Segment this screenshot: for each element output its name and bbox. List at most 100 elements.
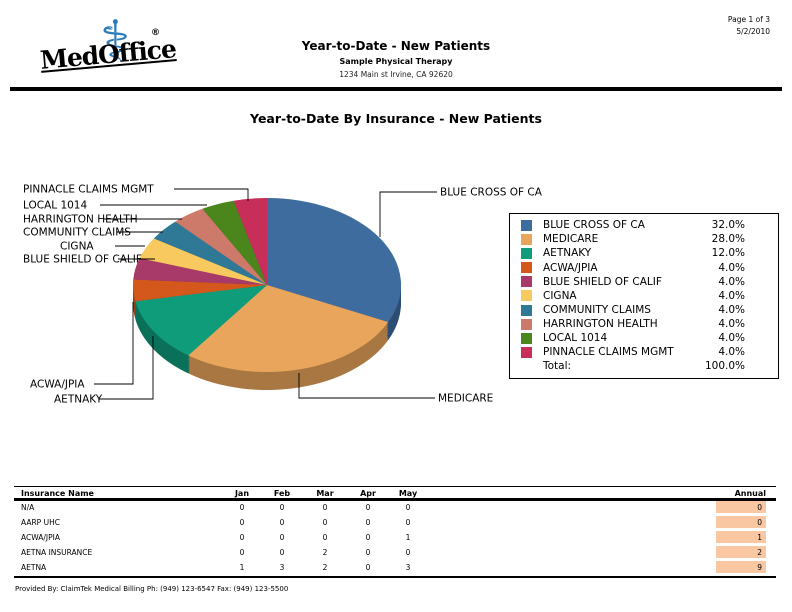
legend-swatch-icon <box>521 220 532 232</box>
legend-row: LOCAL 1014 4.0% <box>510 331 778 344</box>
legend-label: ACWA/JPIA <box>543 261 598 274</box>
col-header-annual: Annual <box>734 489 766 498</box>
cell-month-value: 0 <box>279 518 285 527</box>
cell-month-value: 0 <box>365 548 371 557</box>
pie-label: PINNACLE CLAIMS MGMT <box>23 184 154 196</box>
legend-swatch-icon <box>521 262 532 274</box>
cell-month-value: 2 <box>322 548 328 557</box>
col-header-insurance-name: Insurance Name <box>21 489 94 498</box>
report-date: 5/2/2010 <box>736 27 770 36</box>
legend-row: PINNACLE CLAIMS MGMT 4.0% <box>510 346 778 359</box>
legend-percent: 12.0% <box>711 247 745 260</box>
pie-label: ACWA/JPIA <box>30 379 85 391</box>
cell-month-value: 0 <box>365 503 371 512</box>
legend-percent: 4.0% <box>718 303 745 316</box>
cell-month-value: 0 <box>279 503 285 512</box>
cell-month-value: 0 <box>365 518 371 527</box>
legend-percent: 4.0% <box>718 289 745 302</box>
table-header-border <box>14 498 776 501</box>
table-top-border <box>14 486 776 487</box>
legend-swatch-icon <box>521 332 532 344</box>
pie-slice <box>133 258 267 285</box>
legend-percent: 32.0% <box>711 219 745 232</box>
legend-label: BLUE SHIELD OF CALIF <box>543 275 662 288</box>
page-number: Page 1 of 3 <box>727 15 770 24</box>
cell-month-value: 0 <box>322 503 328 512</box>
col-header-month: Apr <box>360 489 376 498</box>
table-bottom-border <box>14 576 776 578</box>
legend-percent: 4.0% <box>718 261 745 274</box>
pie-slice <box>175 208 267 285</box>
col-header-month: Feb <box>273 489 291 498</box>
pie-label: LOCAL 1014 <box>23 200 87 212</box>
cell-month-value: 0 <box>279 533 285 542</box>
cell-annual-value: 0 <box>716 501 766 513</box>
cell-month-value: 0 <box>365 563 371 572</box>
medoffice-logo: ⚕ MedOffice ® <box>38 14 177 80</box>
col-header-month: May <box>398 489 418 498</box>
legend-label: AETNAKY <box>543 247 592 260</box>
legend-label: Total: <box>543 360 572 373</box>
legend-swatch-icon <box>521 346 532 358</box>
cell-annual-value: 9 <box>716 561 766 573</box>
row-insurance-name: AETNA INSURANCE <box>21 548 93 557</box>
legend-row: CIGNA 4.0% <box>510 289 778 302</box>
legend-percent: 4.0% <box>718 331 745 344</box>
practice-name: Sample Physical Therapy <box>339 57 453 66</box>
pie-callout-labels: PINNACLE CLAIMS MGMT LOCAL 1014 HARRINGTON… <box>23 184 543 406</box>
legend-row: AETNAKY 12.0% <box>510 247 778 260</box>
pie-slices <box>132 198 402 372</box>
legend-label: LOCAL 1014 <box>543 331 608 344</box>
legend-swatch-icon <box>521 276 532 288</box>
pie-slice <box>188 285 389 372</box>
cell-month-value: 0 <box>322 518 328 527</box>
cell-month-value: 0 <box>365 533 371 542</box>
pie-label: BLUE SHIELD OF CALIF <box>23 254 142 266</box>
cell-month-value: 0 <box>405 503 411 512</box>
legend-label: MEDICARE <box>543 233 599 246</box>
legend-row: BLUE SHIELD OF CALIF 4.0% <box>510 275 778 288</box>
cell-month-value: 0 <box>239 548 245 557</box>
pie-slice <box>202 200 267 285</box>
legend-swatch-icon <box>521 248 532 260</box>
cell-month-value: 0 <box>322 533 328 542</box>
pie-label: MEDICARE <box>438 393 493 405</box>
pie-slice <box>132 279 267 302</box>
pie-label: AETNAKY <box>54 394 103 406</box>
legend-percent: 4.0% <box>718 346 745 359</box>
cell-month-value: 0 <box>239 533 245 542</box>
legend-swatch-icon <box>521 234 532 246</box>
cell-month-value: 1 <box>405 533 411 542</box>
footer-text: Provided By: ClaimTek Medical Billing Ph… <box>15 585 289 593</box>
legend-label: COMMUNITY CLAIMS <box>543 303 651 316</box>
pie-legend: BLUE CROSS OF CA 32.0% MEDICARE 28.0% AETNAK… <box>509 213 779 379</box>
pie-slice <box>233 198 267 285</box>
pie-slice <box>139 238 267 285</box>
cell-month-value: 1 <box>239 563 245 572</box>
row-insurance-name: AARP UHC <box>21 518 60 527</box>
cell-annual-value: 2 <box>716 546 766 558</box>
legend-swatch-icon <box>521 290 532 302</box>
pie-slice <box>135 285 267 356</box>
header-divider <box>10 87 782 91</box>
cell-month-value: 0 <box>405 518 411 527</box>
pie-label: CIGNA <box>60 241 94 253</box>
pie-slice <box>267 198 402 323</box>
row-insurance-name: AETNA <box>21 563 47 572</box>
pie-label: HARRINGTON HEALTH <box>23 214 138 226</box>
legend-row: MEDICARE 28.0% <box>510 233 778 246</box>
legend-row: ACWA/JPIA 4.0% <box>510 261 778 274</box>
pie-label: COMMUNITY CLAIMS <box>23 227 131 239</box>
cell-annual-value: 0 <box>716 516 766 528</box>
legend-swatch-icon <box>521 318 532 330</box>
legend-percent: 100.0% <box>704 360 745 373</box>
pie-label: BLUE CROSS OF CA <box>440 187 543 199</box>
legend-swatch-icon <box>521 304 532 316</box>
registered-mark-icon: ® <box>151 28 160 38</box>
report-title: Year-to-Date - New Patients <box>301 39 491 53</box>
legend-row: BLUE CROSS OF CA 32.0% <box>510 219 778 232</box>
chart-title: Year-to-Date By Insurance - New Patients <box>250 111 542 126</box>
cell-month-value: 3 <box>279 563 285 572</box>
cell-month-value: 0 <box>405 548 411 557</box>
